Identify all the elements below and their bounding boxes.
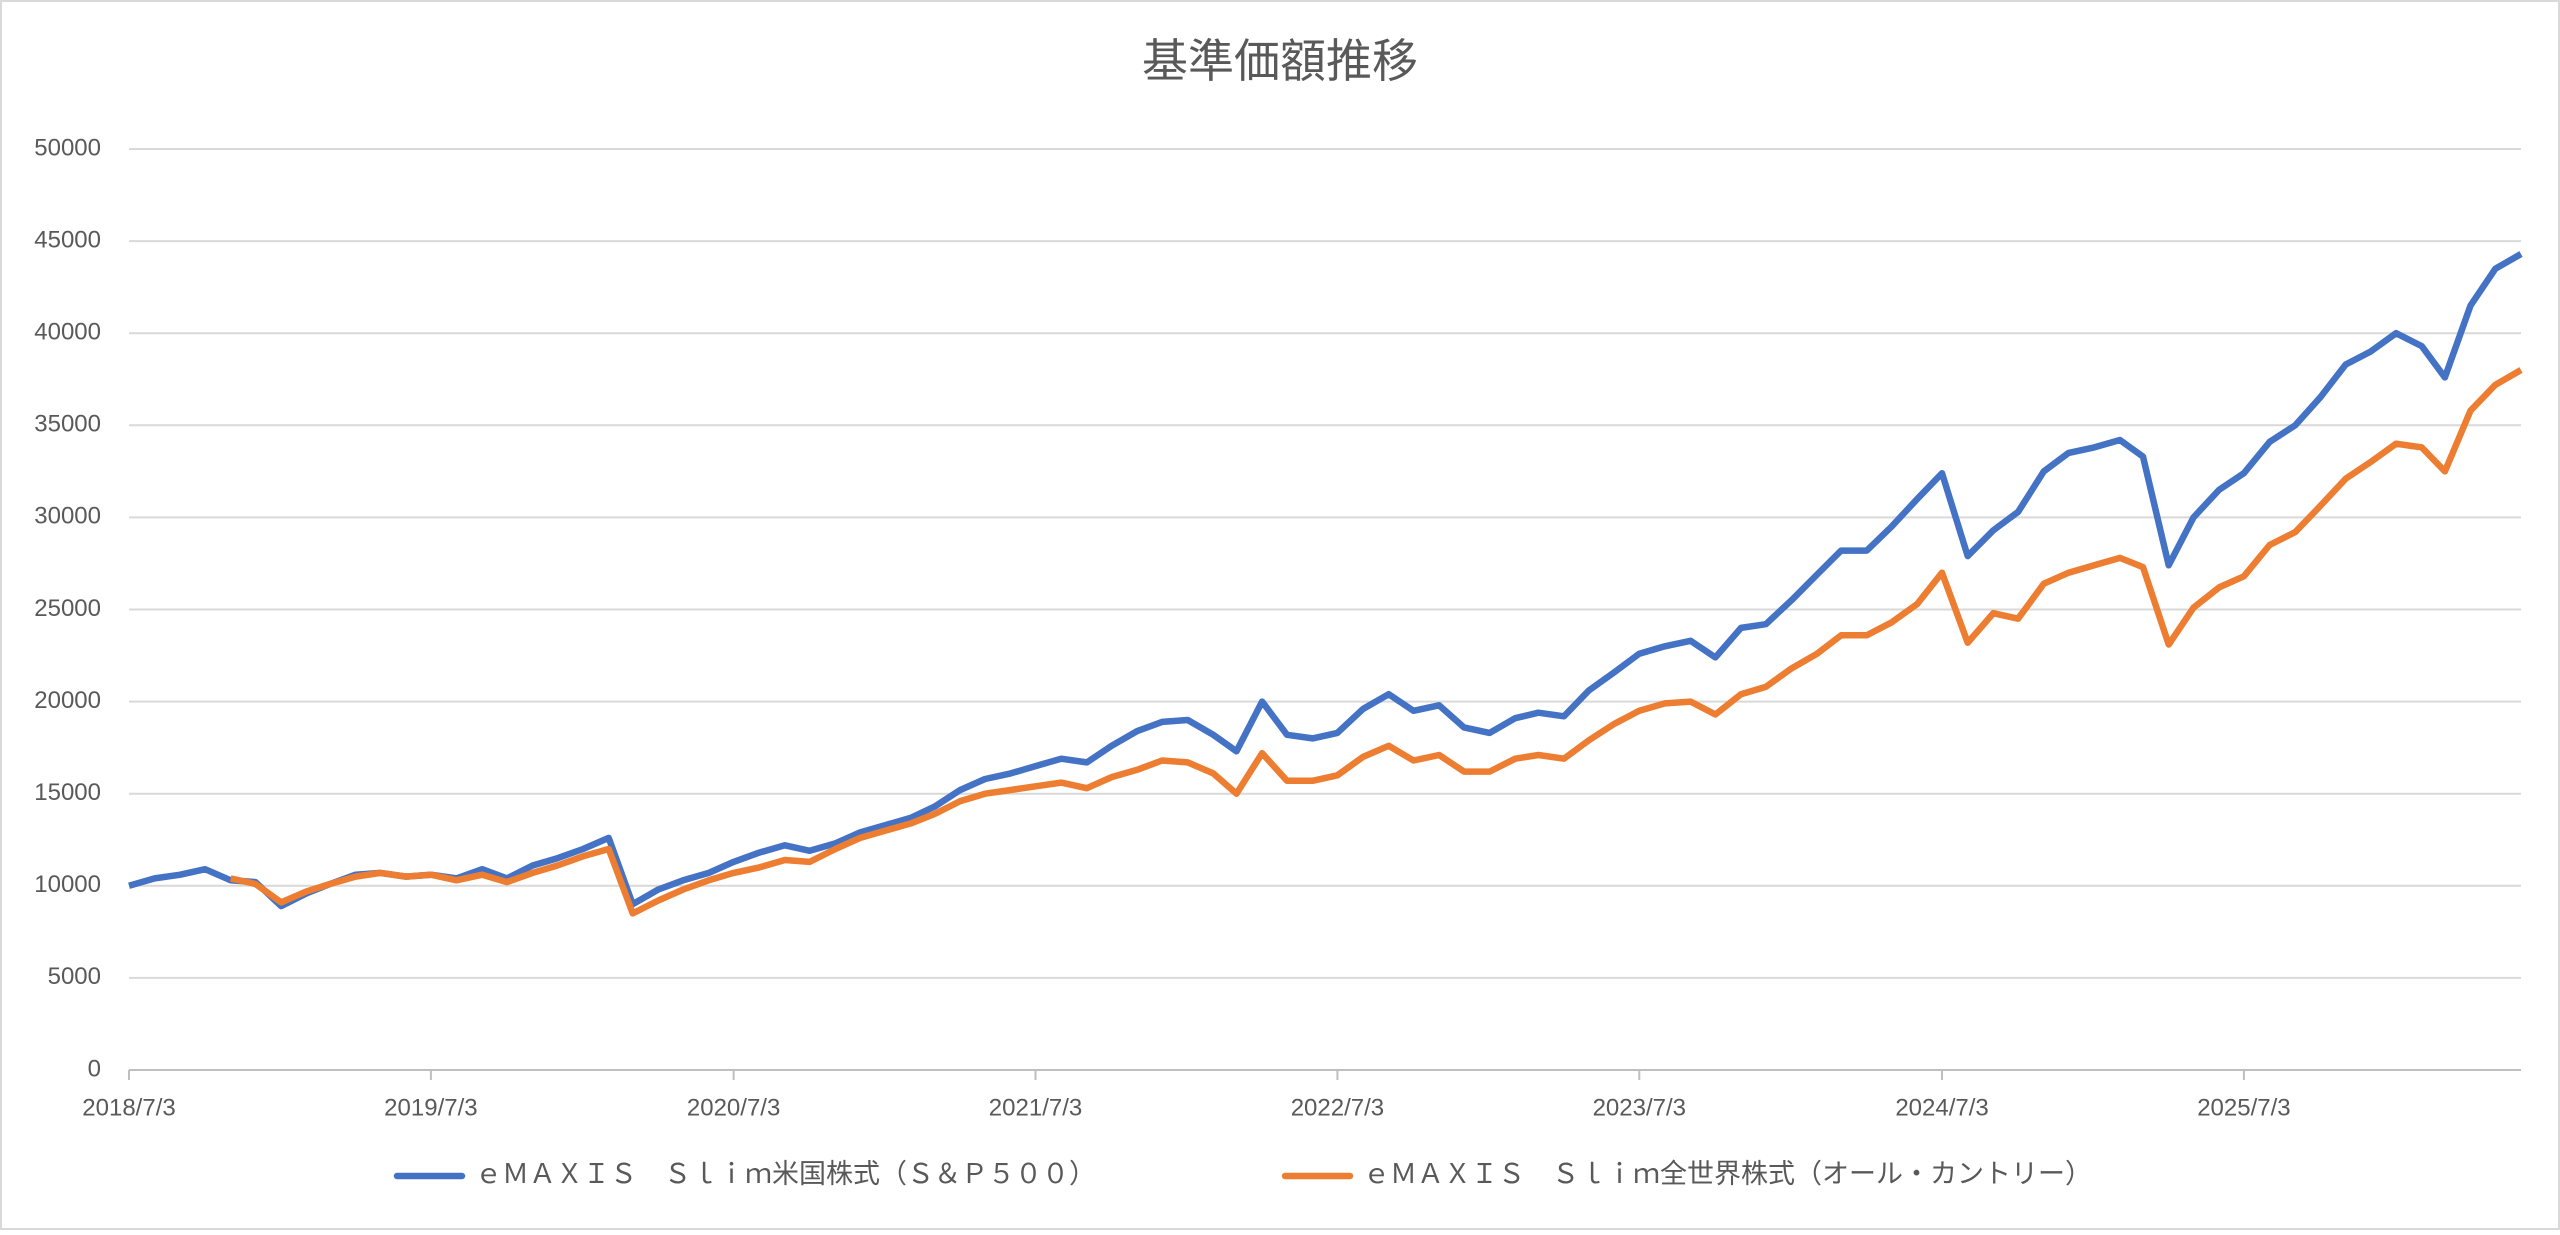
y-tick-label: 30000 bbox=[34, 503, 101, 530]
x-tick-label: 2019/7/3 bbox=[384, 1094, 477, 1121]
legend-label: ｅＭＡＸＩＳ Ｓｌｉｍ全世界株式（オール・カントリー） bbox=[1363, 1159, 2092, 1189]
x-tick-label: 2025/7/3 bbox=[2197, 1094, 2290, 1121]
x-tick-label: 2022/7/3 bbox=[1291, 1094, 1384, 1121]
y-tick-label: 10000 bbox=[34, 871, 101, 898]
y-tick-label: 25000 bbox=[34, 595, 101, 622]
y-tick-label: 35000 bbox=[34, 411, 101, 438]
x-tick-label: 2020/7/3 bbox=[687, 1094, 780, 1121]
y-tick-label: 45000 bbox=[34, 226, 101, 253]
x-tick-label: 2018/7/3 bbox=[82, 1094, 175, 1121]
chart-title: 基準価額推移 bbox=[1142, 35, 1418, 87]
y-tick-label: 15000 bbox=[34, 779, 101, 806]
x-tick-label: 2023/7/3 bbox=[1593, 1094, 1686, 1121]
y-tick-label: 50000 bbox=[34, 134, 101, 161]
series-line bbox=[229, 367, 2523, 917]
y-tick-label: 40000 bbox=[34, 319, 101, 346]
x-tick-label: 2021/7/3 bbox=[989, 1094, 1082, 1121]
y-tick-label: 20000 bbox=[34, 687, 101, 714]
x-tick-label: 2024/7/3 bbox=[1895, 1094, 1988, 1121]
legend-label: ｅＭＡＸＩＳ Ｓｌｉｍ米国株式（Ｓ＆Ｐ５００） bbox=[475, 1159, 1096, 1189]
y-tick-label: 0 bbox=[88, 1055, 101, 1082]
y-tick-label: 5000 bbox=[48, 963, 101, 990]
series-line bbox=[128, 251, 2523, 910]
